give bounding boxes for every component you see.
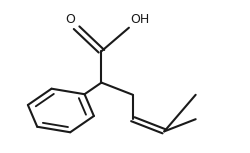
Text: OH: OH bbox=[130, 13, 150, 26]
Text: O: O bbox=[66, 13, 75, 26]
